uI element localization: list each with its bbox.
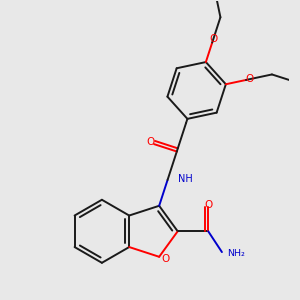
Text: O: O: [146, 137, 154, 148]
Text: NH₂: NH₂: [227, 249, 245, 258]
Text: O: O: [209, 34, 218, 44]
Text: O: O: [161, 254, 169, 264]
Text: NH: NH: [178, 174, 192, 184]
Text: O: O: [204, 200, 212, 210]
Text: O: O: [245, 74, 253, 84]
